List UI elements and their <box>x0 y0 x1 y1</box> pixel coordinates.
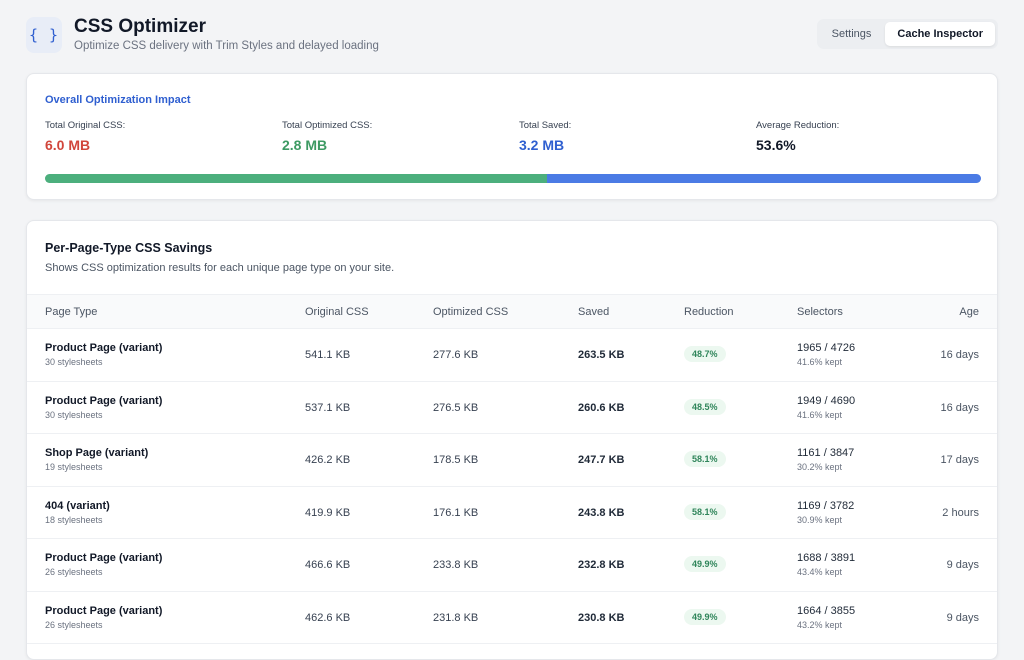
tab-cache-inspector[interactable]: Cache Inspector <box>885 22 995 46</box>
column-header-selectors[interactable]: Selectors <box>797 306 843 318</box>
selector-count: 1949 / 4690 <box>797 394 856 407</box>
metric-label: Total Saved: <box>519 120 572 131</box>
per-page-savings-card: Per-Page-Type CSS Savings Shows CSS opti… <box>26 220 998 660</box>
saved-size: 232.8 KB <box>578 559 625 571</box>
page-subtitle: Optimize CSS delivery with Trim Styles a… <box>74 40 379 52</box>
saved-size: 243.8 KB <box>578 506 625 519</box>
optimized-css-size: 178.5 KB <box>433 454 479 466</box>
reduction-badge: 48.5% <box>684 398 726 415</box>
original-css-size: 466.6 KB <box>305 559 351 571</box>
savings-table: Page Type Original CSS Optimized CSS Sav… <box>27 294 997 644</box>
page-type-name: Product Page (variant) <box>45 342 163 354</box>
metric-total-original: Total Original CSS: 6.0 MB <box>45 120 265 153</box>
tab-settings[interactable]: Settings <box>831 28 872 40</box>
cache-age: 17 days <box>940 454 979 466</box>
stylesheet-count: 30 stylesheets <box>45 357 103 367</box>
original-css-size: 462.6 KB <box>305 611 351 624</box>
view-tabs: Settings Cache Inspector <box>816 19 998 49</box>
column-header-optimized-css[interactable]: Optimized CSS <box>433 306 509 318</box>
page-title: CSS Optimizer <box>74 16 206 37</box>
optimized-segment <box>45 174 547 183</box>
metric-total-saved: Total Saved: 3.2 MB <box>519 120 739 153</box>
table-row[interactable]: Product Page (variant) 30 stylesheets 537.… <box>27 382 997 434</box>
cache-age: 16 days <box>940 401 979 414</box>
column-header-original-css[interactable]: Original CSS <box>305 306 369 318</box>
column-header-saved[interactable]: Saved <box>578 306 610 318</box>
metric-total-optimized: Total Optimized CSS: 2.8 MB <box>282 120 502 153</box>
selector-count: 1664 / 3855 <box>797 604 856 617</box>
page-type-name: Product Page (variant) <box>45 604 163 617</box>
table-row[interactable]: Product Page (variant) 26 stylesheets 466.… <box>27 539 997 592</box>
table-header: Page Type Original CSS Optimized CSS Sav… <box>27 294 997 329</box>
saved-size: 247.7 KB <box>578 454 625 466</box>
page-type-name: Shop Page (variant) <box>45 447 149 459</box>
selectors-kept: 41.6% kept <box>797 409 843 420</box>
page-type-name: Product Page (variant) <box>45 552 163 564</box>
reduction-badge: 58.1% <box>684 503 726 520</box>
saved-size: 263.5 KB <box>578 349 625 361</box>
page-type-name: 404 (variant) <box>45 499 110 512</box>
cache-age: 9 days <box>946 611 979 624</box>
stylesheet-count: 26 stylesheets <box>45 619 103 630</box>
original-css-size: 419.9 KB <box>305 506 351 519</box>
stylesheet-count: 26 stylesheets <box>45 567 103 577</box>
impact-title: Overall Optimization Impact <box>45 94 191 106</box>
selector-count: 1161 / 3847 <box>797 447 855 459</box>
stylesheet-count: 18 stylesheets <box>45 514 103 525</box>
metric-value: 53.6% <box>756 137 796 153</box>
code-braces-icon: { } <box>26 17 62 53</box>
original-css-size: 541.1 KB <box>305 349 351 361</box>
column-header-age[interactable]: Age <box>959 306 979 318</box>
column-header-reduction[interactable]: Reduction <box>684 306 734 318</box>
optimization-impact-card: Overall Optimization Impact Total Origin… <box>26 73 998 200</box>
section-description: Shows CSS optimization results for each … <box>45 262 395 274</box>
selectors-kept: 30.2% kept <box>797 462 843 472</box>
saved-size: 230.8 KB <box>578 611 625 624</box>
cache-age: 2 hours <box>942 506 979 519</box>
selectors-kept: 43.2% kept <box>797 619 843 630</box>
saved-segment <box>546 174 981 183</box>
cache-age: 16 days <box>940 349 979 361</box>
metric-label: Average Reduction: <box>756 120 840 131</box>
reduction-badge: 49.9% <box>684 608 726 625</box>
section-title: Per-Page-Type CSS Savings <box>45 241 213 255</box>
selector-count: 1169 / 3782 <box>797 499 855 512</box>
optimized-css-size: 231.8 KB <box>433 611 479 624</box>
table-row[interactable]: Product Page (variant) 30 stylesheets 541.… <box>27 329 997 382</box>
metric-average-reduction: Average Reduction: 53.6% <box>756 120 976 153</box>
metric-value: 2.8 MB <box>282 137 328 153</box>
app-header: { } CSS Optimizer Optimize CSS delivery … <box>0 0 1024 72</box>
original-css-size: 537.1 KB <box>305 401 351 414</box>
optimized-css-size: 233.8 KB <box>433 559 479 571</box>
table-row[interactable]: Product Page (variant) 26 stylesheets 462.… <box>27 592 997 644</box>
cache-age: 9 days <box>946 559 979 571</box>
saved-size: 260.6 KB <box>578 401 625 414</box>
metric-value: 6.0 MB <box>45 137 91 153</box>
page-type-name: Product Page (variant) <box>45 394 163 407</box>
selectors-kept: 43.4% kept <box>797 567 843 577</box>
selectors-kept: 30.9% kept <box>797 514 843 525</box>
stylesheet-count: 19 stylesheets <box>45 462 103 472</box>
stylesheet-count: 30 stylesheets <box>45 409 103 420</box>
table-row[interactable]: Shop Page (variant) 19 stylesheets 426.2 K… <box>27 434 997 487</box>
selectors-kept: 41.6% kept <box>797 357 843 367</box>
reduction-badge: 58.1% <box>684 451 726 467</box>
original-css-size: 426.2 KB <box>305 454 351 466</box>
metric-value: 3.2 MB <box>519 137 565 153</box>
metric-label: Total Original CSS: <box>45 120 126 131</box>
optimized-css-size: 277.6 KB <box>433 349 479 361</box>
reduction-badge: 49.9% <box>684 556 726 572</box>
optimized-css-size: 176.1 KB <box>433 506 479 519</box>
table-body: Product Page (variant) 30 stylesheets 541.… <box>27 329 997 644</box>
table-row[interactable]: 404 (variant) 18 stylesheets 419.9 KB 176.1… <box>27 487 997 539</box>
column-header-page-type[interactable]: Page Type <box>45 306 98 318</box>
optimized-css-size: 276.5 KB <box>433 401 479 414</box>
selector-count: 1965 / 4726 <box>797 342 856 354</box>
optimization-progress-bar <box>45 174 981 183</box>
selector-count: 1688 / 3891 <box>797 552 856 564</box>
metric-label: Total Optimized CSS: <box>282 120 373 131</box>
reduction-badge: 48.7% <box>684 346 726 362</box>
